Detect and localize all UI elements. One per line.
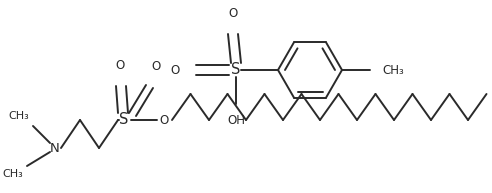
Text: N: N bbox=[50, 141, 60, 155]
Text: OH: OH bbox=[227, 114, 245, 127]
Text: CH₃: CH₃ bbox=[8, 111, 29, 121]
Text: O: O bbox=[152, 60, 160, 73]
Text: S: S bbox=[120, 113, 129, 128]
Text: O: O bbox=[228, 7, 238, 20]
Text: O: O bbox=[159, 113, 169, 126]
Text: CH₃: CH₃ bbox=[382, 63, 404, 76]
Text: S: S bbox=[231, 63, 241, 78]
Text: O: O bbox=[171, 63, 180, 76]
Text: O: O bbox=[116, 59, 124, 72]
Text: CH₃: CH₃ bbox=[2, 169, 23, 179]
